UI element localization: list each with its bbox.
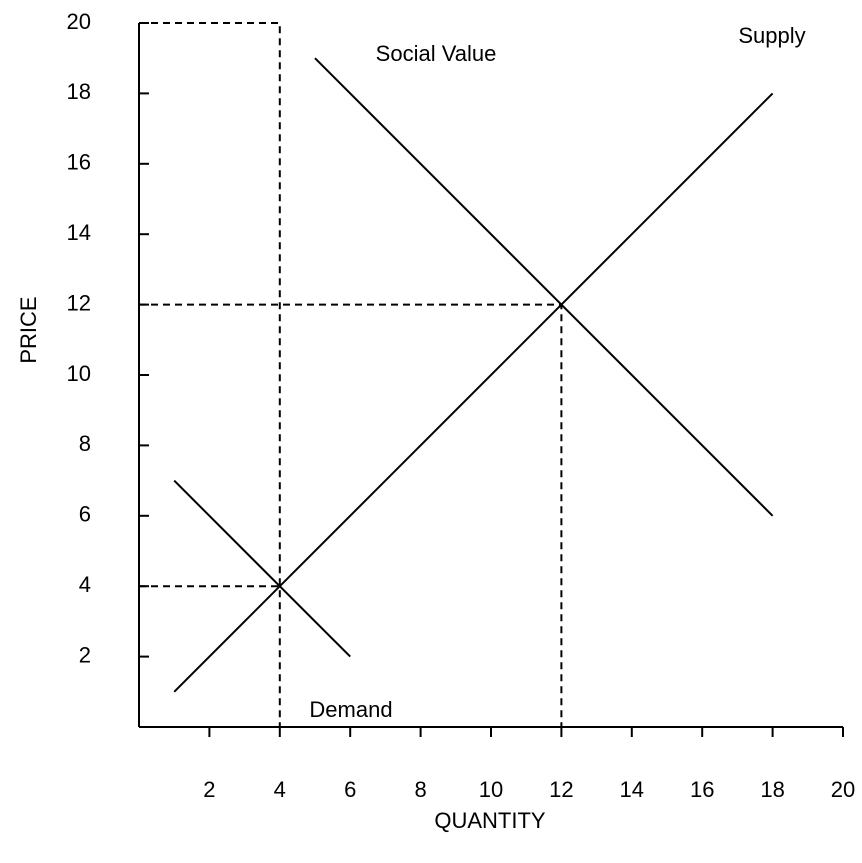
x-tick-label: 10: [479, 777, 503, 802]
y-tick-label: 10: [67, 361, 91, 386]
y-tick-label: 18: [67, 79, 91, 104]
y-tick-label: 14: [67, 220, 91, 245]
x-tick-label: 16: [690, 777, 714, 802]
y-tick-label: 16: [67, 150, 91, 175]
line-label: Demand: [309, 697, 392, 722]
line: [314, 57, 774, 517]
y-tick-label: 20: [67, 9, 91, 34]
x-tick-label: 14: [620, 777, 644, 802]
x-tick-label: 8: [414, 777, 426, 802]
line-label: Supply: [738, 23, 805, 48]
x-axis-label: QUANTITY: [434, 808, 546, 833]
x-tick-label: 12: [549, 777, 573, 802]
line: [173, 92, 774, 693]
y-tick-label: 6: [79, 502, 91, 527]
x-tick-label: 6: [344, 777, 356, 802]
guide-line: [139, 22, 281, 727]
line: [173, 479, 351, 658]
line-label: Social Value: [376, 41, 497, 66]
x-tick-label: 18: [760, 777, 784, 802]
x-tick-label: 4: [274, 777, 286, 802]
y-tick-label: 12: [67, 290, 91, 315]
y-tick-label: 2: [79, 642, 91, 667]
x-tick-label: 20: [831, 777, 855, 802]
y-tick-label: 4: [79, 572, 91, 597]
y-tick-label: 8: [79, 431, 91, 456]
x-tick-label: 2: [203, 777, 215, 802]
y-axis-label: PRICE: [16, 296, 41, 363]
